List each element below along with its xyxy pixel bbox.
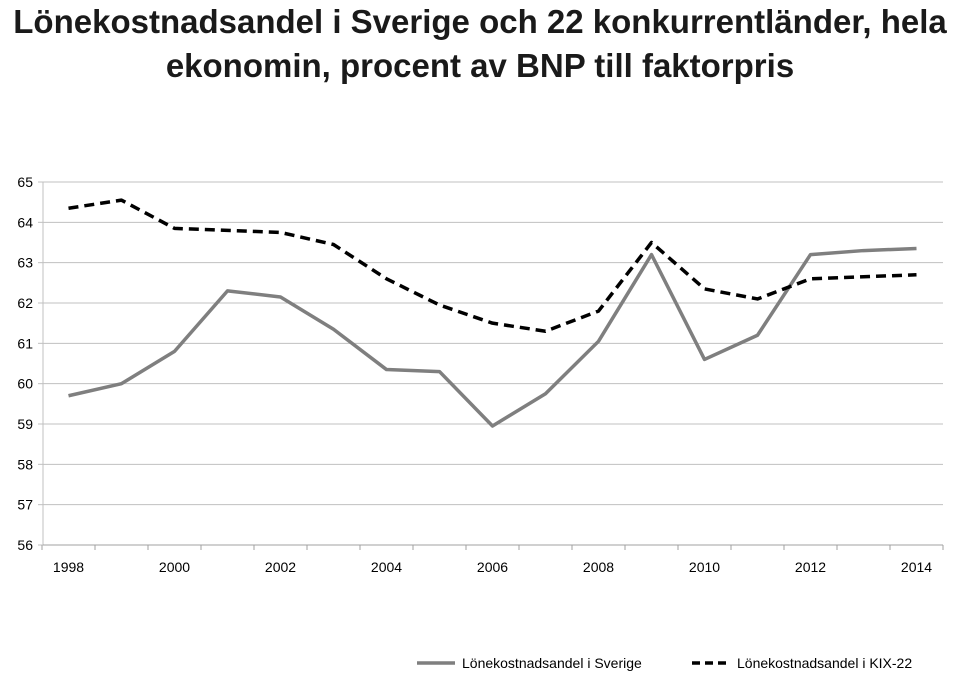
y-tick-label-65: 65 bbox=[17, 174, 33, 190]
y-tick-label-60: 60 bbox=[17, 376, 33, 392]
legend: Lönekostnadsandel i Sverige Lönekostnadsa… bbox=[417, 655, 912, 671]
y-tick-label-61: 61 bbox=[17, 335, 33, 351]
y-tick-label-62: 62 bbox=[17, 295, 33, 311]
y-axis-ticks: 56 57 58 59 60 61 62 63 64 65 bbox=[17, 174, 44, 553]
y-tick-label-59: 59 bbox=[17, 416, 33, 432]
x-tick-label-2012: 2012 bbox=[795, 559, 826, 575]
x-axis: 1998 2000 2002 2004 2006 2008 2010 2012 2014 bbox=[41, 544, 944, 575]
x-tick-label-1998: 1998 bbox=[53, 559, 84, 575]
x-tick-label-2008: 2008 bbox=[583, 559, 614, 575]
y-tick-label-56: 56 bbox=[17, 537, 33, 553]
legend-label-1: Lönekostnadsandel i Sverige bbox=[462, 655, 642, 671]
series-lines bbox=[68, 198, 917, 428]
series-line-1 bbox=[68, 246, 917, 428]
y-tick-label-57: 57 bbox=[17, 497, 33, 513]
x-tick-label-2004: 2004 bbox=[371, 559, 402, 575]
y-tick-label-64: 64 bbox=[17, 214, 33, 230]
x-tick-label-2010: 2010 bbox=[689, 559, 720, 575]
y-tick-label-58: 58 bbox=[17, 456, 33, 472]
x-tick-label-2014: 2014 bbox=[901, 559, 932, 575]
gridlines bbox=[43, 181, 943, 546]
series-line-2 bbox=[68, 198, 917, 333]
y-tick-label-63: 63 bbox=[17, 255, 33, 271]
chart-title: Lönekostnadsandel i Sverige och 22 konku… bbox=[0, 0, 960, 88]
x-tick-label-2006: 2006 bbox=[477, 559, 508, 575]
chart-title-line-1: Lönekostnadsandel i Sverige och 22 konku… bbox=[13, 3, 947, 40]
legend-label-2: Lönekostnadsandel i KIX-22 bbox=[737, 655, 912, 671]
chart-title-line-2: ekonomin, procent av BNP till faktorpris bbox=[165, 47, 795, 84]
x-tick-label-2000: 2000 bbox=[159, 559, 190, 575]
x-tick-label-2002: 2002 bbox=[265, 559, 296, 575]
